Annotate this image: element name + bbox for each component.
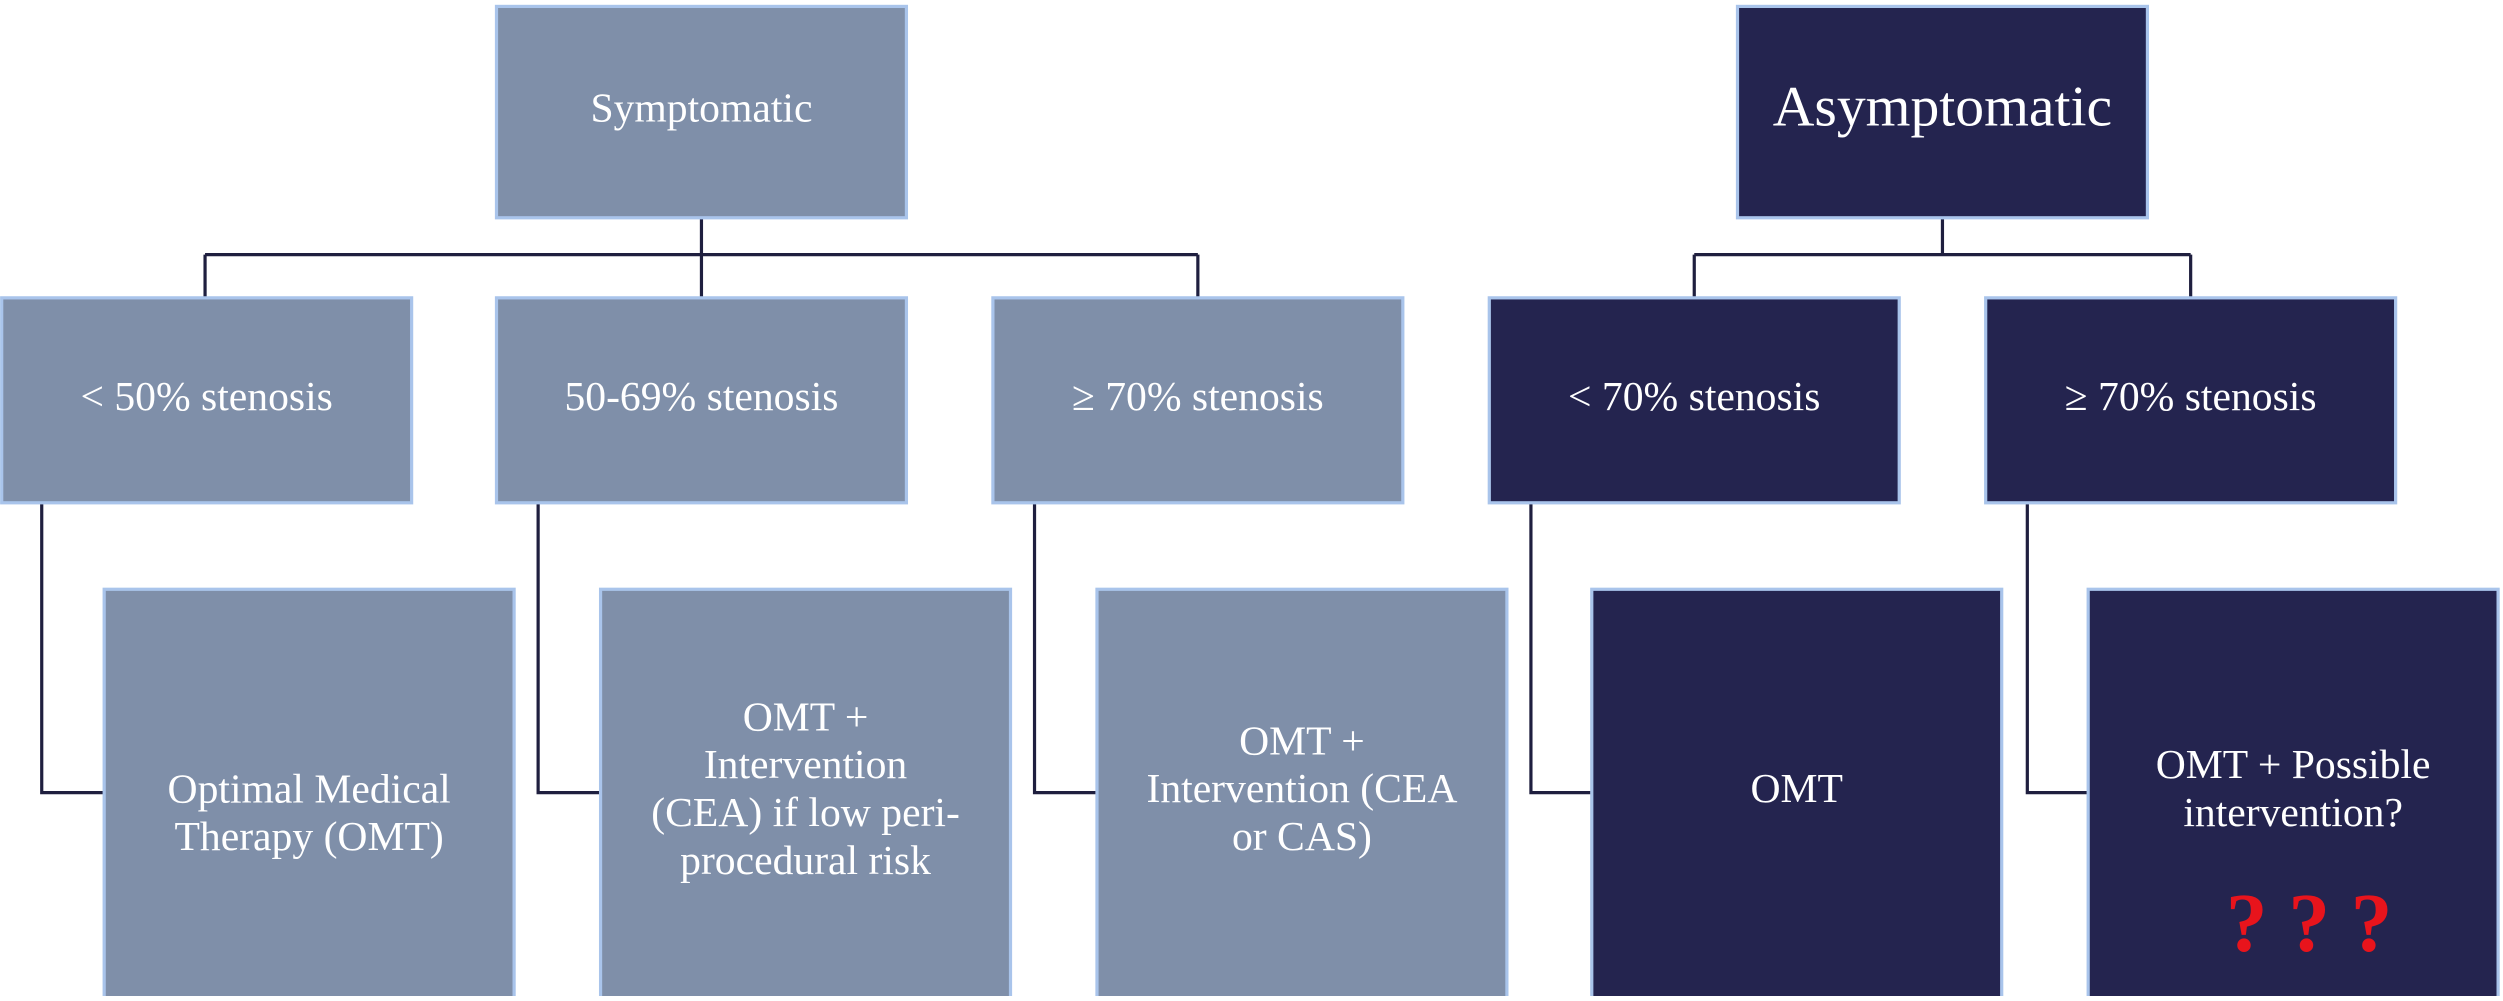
node-label: Intervention (CEA — [1146, 766, 1457, 812]
node-label: ≥ 70% stenosis — [2065, 374, 2317, 420]
connector — [203, 211, 1200, 298]
connector — [1692, 211, 2193, 298]
node-label: intervention? — [2183, 790, 2403, 836]
node-label: Therapy (OMT) — [174, 814, 443, 860]
connectors — [40, 211, 2193, 795]
node: Symptomatic — [494, 4, 909, 220]
node-box — [598, 587, 1013, 1001]
node: ≥ 70% stenosis — [1984, 296, 2398, 505]
node: < 50% stenosis — [0, 296, 414, 505]
node: OMT +Intervention(CEA) if low peri-proce… — [598, 587, 1013, 1001]
node-box — [494, 4, 909, 220]
node: ≥ 70% stenosis — [991, 296, 1405, 505]
node-label: OMT + — [743, 694, 869, 740]
node-label: 50-69% stenosis — [564, 374, 838, 420]
node-label: OMT — [1750, 766, 1843, 812]
node: 50-69% stenosis — [494, 296, 909, 505]
node-label: < 70% stenosis — [1568, 374, 1820, 420]
node-box — [0, 296, 414, 505]
node-box — [1984, 296, 2398, 505]
node-box — [1095, 587, 1509, 1001]
node-box — [1487, 296, 1901, 505]
node-box — [991, 296, 1405, 505]
annotation: ? ? ? — [2226, 878, 2393, 970]
node: Asymptomatic — [1735, 4, 2150, 220]
node-box — [1735, 4, 2150, 220]
node-label: < 50% stenosis — [80, 374, 332, 420]
node-label: Symptomatic — [590, 86, 812, 132]
node-label: Optimal Medical — [168, 766, 451, 812]
node-label: Intervention — [704, 742, 908, 788]
node-label: OMT + Possible — [2156, 742, 2431, 788]
node-label: Asymptomatic — [1773, 75, 2112, 138]
node-label: or CAS) — [1232, 814, 1372, 860]
node-box — [102, 587, 516, 1001]
node-label: ≥ 70% stenosis — [1072, 374, 1324, 420]
node-box — [2086, 587, 2500, 1001]
node: OMT — [1590, 587, 2004, 1001]
connector — [40, 502, 2089, 795]
node: < 70% stenosis — [1487, 296, 1901, 505]
node-box — [1590, 587, 2004, 1001]
node-label: OMT + — [1239, 718, 1365, 764]
node-label: (CEA) if low peri- — [651, 790, 960, 836]
node-label: procedural risk — [680, 838, 931, 884]
node-box — [494, 296, 909, 505]
